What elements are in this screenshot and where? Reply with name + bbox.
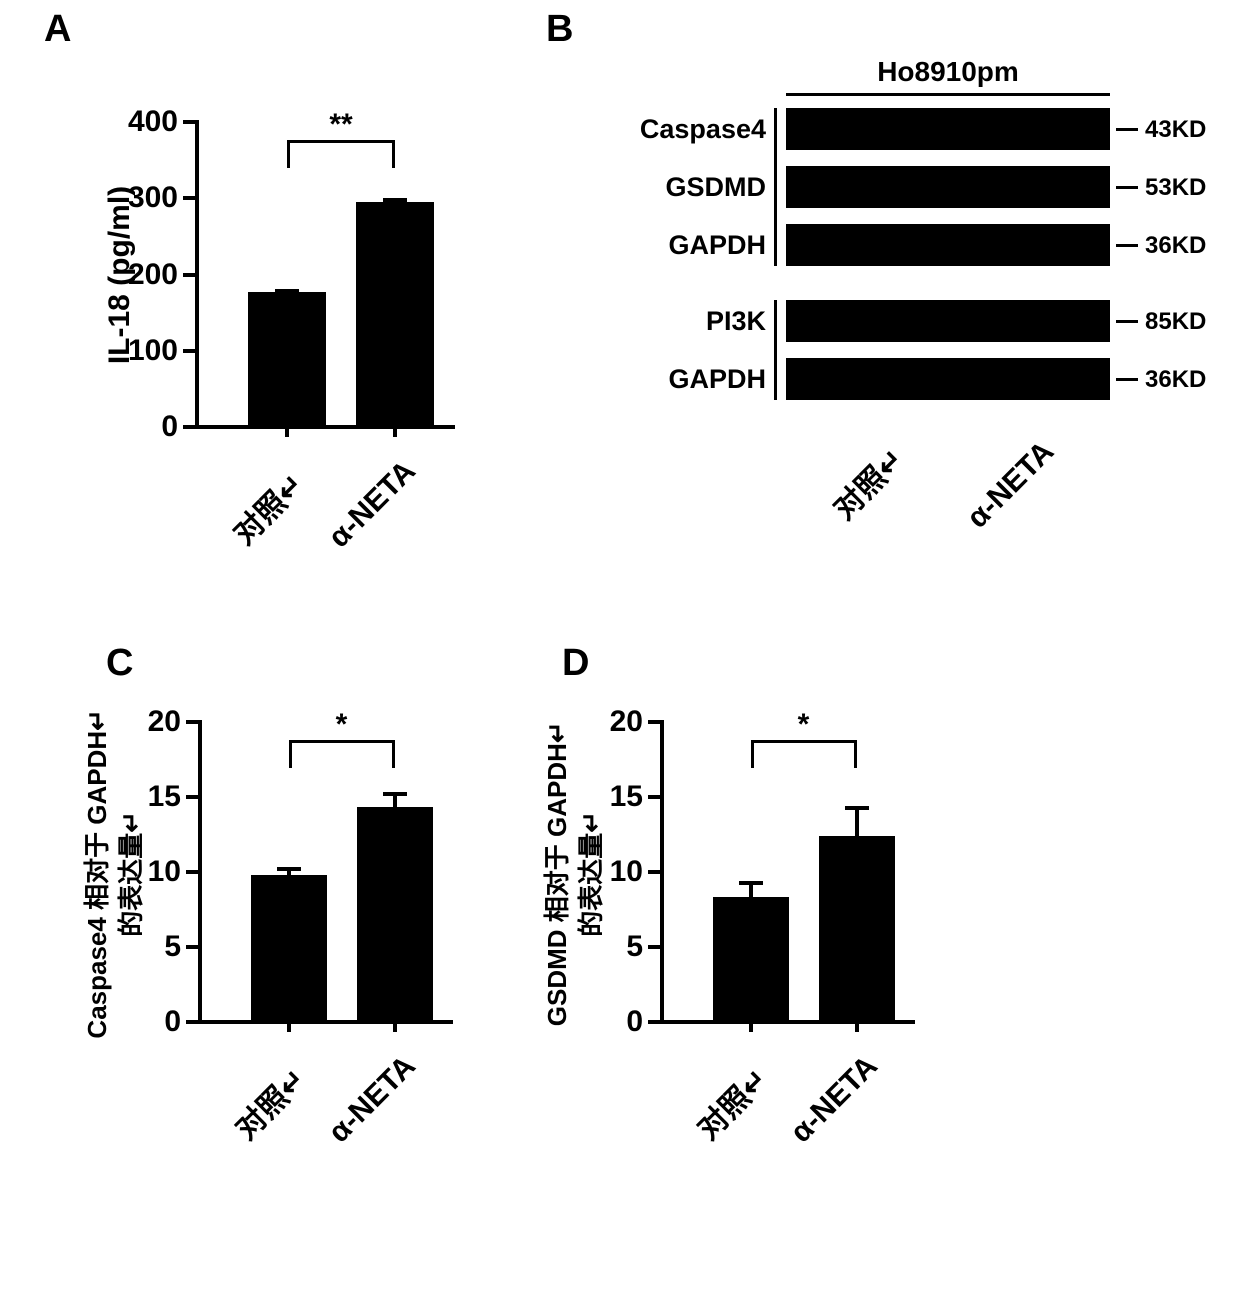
blot-size-tick bbox=[1116, 320, 1138, 323]
category-label: 对照↵ bbox=[212, 1056, 314, 1158]
blot-row-label: GAPDH bbox=[616, 364, 766, 395]
sig-marker: * bbox=[784, 708, 824, 742]
x-axis bbox=[195, 425, 455, 429]
y-tick bbox=[648, 1020, 660, 1024]
blot-size-label: 43KD bbox=[1145, 116, 1206, 144]
panel-label-d: D bbox=[562, 642, 589, 685]
bar bbox=[251, 875, 327, 1021]
y-tick bbox=[183, 196, 195, 200]
blot-band bbox=[786, 300, 1110, 342]
blot-group-line bbox=[774, 300, 777, 400]
y-tick bbox=[183, 425, 195, 429]
blot-size-tick bbox=[1116, 186, 1138, 189]
error-bar bbox=[855, 806, 859, 836]
error-cap bbox=[383, 198, 407, 202]
error-cap bbox=[845, 806, 869, 810]
x-tick bbox=[855, 1020, 859, 1032]
blot-size-tick bbox=[1116, 378, 1138, 381]
category-label: α-NETA bbox=[322, 460, 417, 555]
category-label: 对照↵ bbox=[211, 461, 313, 563]
blot-band bbox=[786, 358, 1110, 400]
y-tick bbox=[648, 870, 660, 874]
y-axis bbox=[195, 120, 199, 425]
y-tick bbox=[183, 120, 195, 124]
blot-band bbox=[786, 166, 1110, 208]
y-tick bbox=[186, 795, 198, 799]
blot-band bbox=[786, 224, 1110, 266]
bar bbox=[248, 292, 326, 425]
y-tick bbox=[648, 795, 660, 799]
blot-row-label: PI3K bbox=[616, 306, 766, 337]
blot-size-label: 85KD bbox=[1145, 308, 1206, 336]
blot-header-line bbox=[786, 93, 1110, 96]
error-cap bbox=[277, 867, 301, 871]
blot-row-label: GSDMD bbox=[616, 172, 766, 203]
bar bbox=[356, 202, 434, 425]
category-label: α-NETA bbox=[784, 1055, 879, 1150]
y-tick bbox=[186, 945, 198, 949]
x-tick bbox=[749, 1020, 753, 1032]
blot-size-label: 36KD bbox=[1145, 366, 1206, 394]
y-axis-label: GSDMD 相对于 GAPDH↵的表达量↵ bbox=[541, 704, 609, 1044]
error-cap bbox=[275, 289, 299, 293]
bar bbox=[819, 836, 895, 1021]
y-axis-label-line1: GSDMD 相对于 GAPDH↵ bbox=[541, 704, 575, 1044]
y-tick bbox=[186, 1020, 198, 1024]
sig-marker: * bbox=[322, 708, 362, 742]
y-axis-label-line2: 的表达量↵ bbox=[115, 694, 149, 1054]
y-axis bbox=[660, 720, 664, 1020]
panel-label-c: C bbox=[106, 642, 133, 685]
y-axis-label: Caspase4 相对于 GAPDH↵的表达量↵ bbox=[81, 694, 149, 1054]
y-axis bbox=[198, 720, 202, 1020]
y-axis-label-line1: Caspase4 相对于 GAPDH↵ bbox=[81, 694, 115, 1054]
category-label: α-NETA bbox=[322, 1055, 417, 1150]
y-tick bbox=[183, 349, 195, 353]
sig-bracket bbox=[289, 740, 395, 768]
panel-label-b: B bbox=[546, 8, 573, 51]
sig-marker: ** bbox=[321, 108, 361, 142]
sig-bracket bbox=[751, 740, 857, 768]
x-tick bbox=[285, 425, 289, 437]
panel-label-a: A bbox=[44, 8, 71, 51]
y-axis-label-line2: 的表达量↵ bbox=[575, 704, 609, 1044]
blot-size-label: 36KD bbox=[1145, 232, 1206, 260]
x-tick bbox=[393, 1020, 397, 1032]
y-tick bbox=[186, 870, 198, 874]
blot-category-label: α-NETA bbox=[959, 435, 1061, 537]
x-axis bbox=[198, 1020, 453, 1024]
blot-size-label: 53KD bbox=[1145, 174, 1206, 202]
sig-bracket bbox=[287, 140, 395, 168]
x-tick bbox=[393, 425, 397, 437]
y-tick bbox=[183, 273, 195, 277]
bar bbox=[357, 807, 433, 1020]
bar bbox=[713, 897, 789, 1020]
y-tick-label: 400 bbox=[110, 105, 178, 139]
y-tick bbox=[648, 945, 660, 949]
blot-category-label: 对照↵ bbox=[803, 436, 912, 545]
blot-band bbox=[786, 108, 1110, 150]
y-axis-label: IL-18 (pg/ml) bbox=[103, 175, 137, 375]
error-cap bbox=[383, 792, 407, 796]
x-axis bbox=[660, 1020, 915, 1024]
category-label: 对照↵ bbox=[674, 1056, 776, 1158]
y-tick bbox=[186, 720, 198, 724]
blot-row-label: GAPDH bbox=[616, 230, 766, 261]
y-tick bbox=[648, 720, 660, 724]
error-cap bbox=[739, 881, 763, 885]
blot-size-tick bbox=[1116, 244, 1138, 247]
blot-group-line bbox=[774, 108, 777, 266]
blot-row-label: Caspase4 bbox=[616, 114, 766, 145]
blot-header: Ho8910pm bbox=[786, 56, 1110, 88]
blot-size-tick bbox=[1116, 128, 1138, 131]
x-tick bbox=[287, 1020, 291, 1032]
y-tick-label: 0 bbox=[110, 410, 178, 444]
